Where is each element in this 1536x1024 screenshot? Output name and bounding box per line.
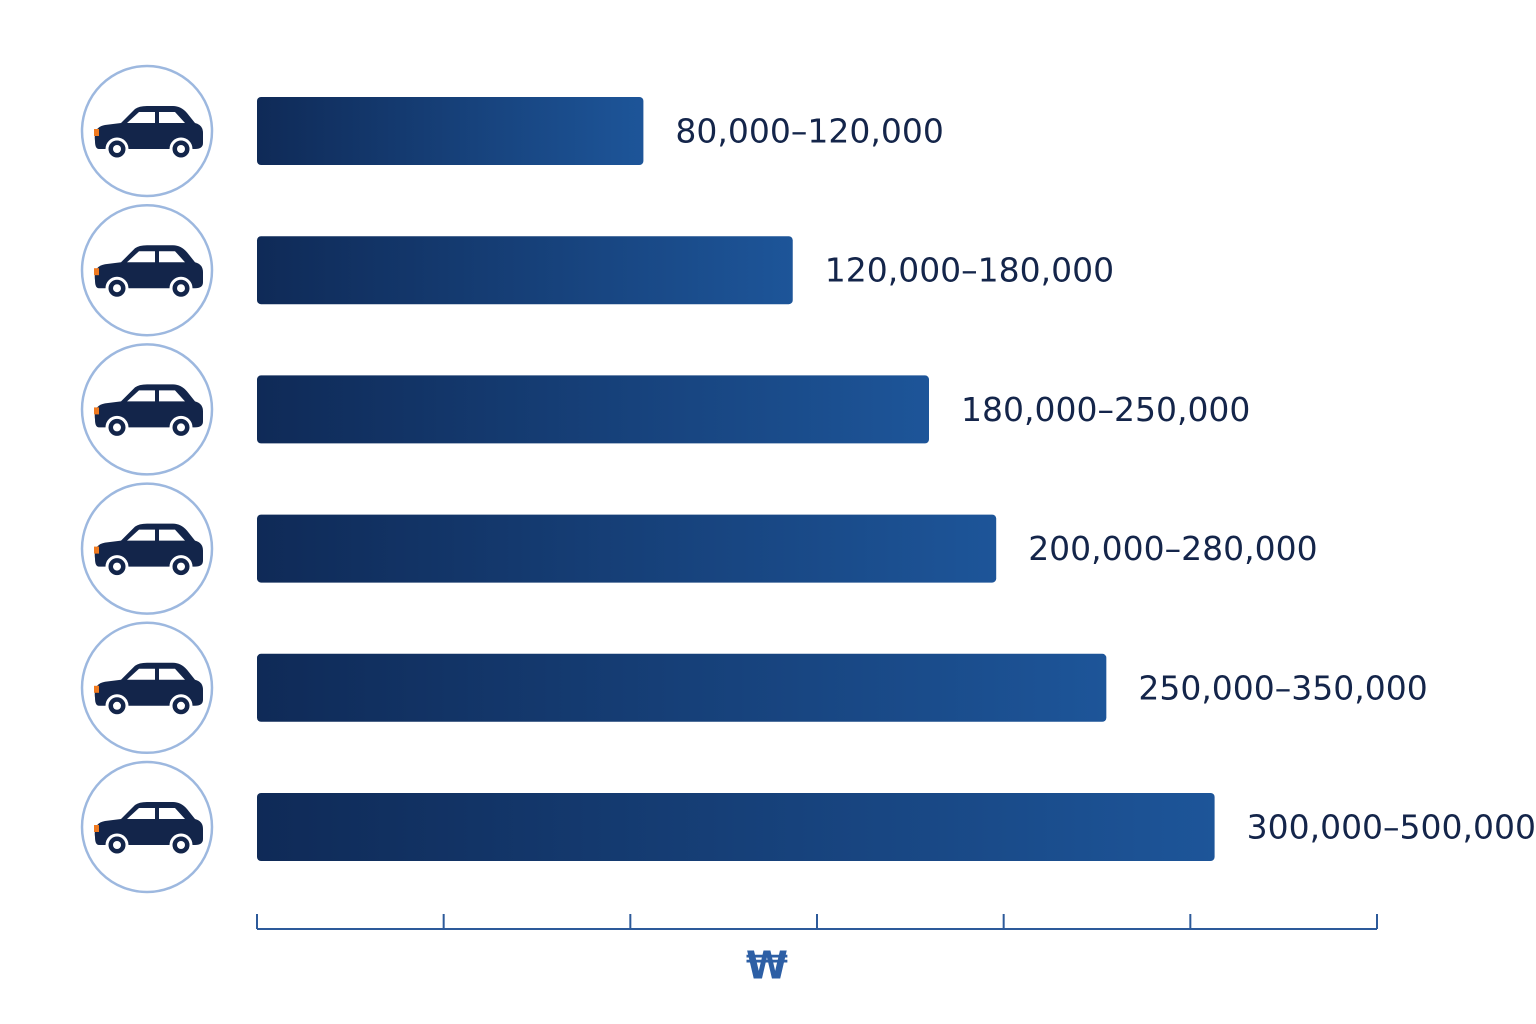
car-window: [127, 529, 185, 541]
hub: [113, 145, 121, 153]
hub: [113, 562, 121, 571]
car-window: [127, 390, 185, 402]
car-window: [127, 668, 185, 680]
car-icon: [94, 523, 203, 579]
bar-label: 180,000–250,000: [961, 390, 1250, 429]
hub: [177, 284, 185, 293]
bar-label: 120,000–180,000: [825, 251, 1114, 290]
bar-label: 200,000–280,000: [1028, 529, 1317, 568]
hub: [113, 423, 121, 432]
hub: [113, 701, 121, 710]
hub: [177, 145, 185, 153]
bar: [257, 375, 929, 444]
tail-light: [94, 825, 99, 832]
tail-light: [94, 129, 99, 136]
tail-light: [94, 546, 99, 554]
car-window: [127, 808, 185, 819]
car-window: [127, 112, 185, 123]
car-icon: [94, 106, 203, 161]
bar-label: 250,000–350,000: [1138, 668, 1427, 707]
car-icon: [94, 384, 203, 439]
bar: [257, 653, 1107, 722]
bar: [257, 514, 997, 583]
tail-light: [94, 407, 99, 415]
hub: [177, 423, 185, 432]
bar: [257, 793, 1215, 861]
car-window: [127, 251, 185, 263]
hub: [177, 562, 185, 571]
car-icon: [94, 802, 203, 857]
tail-light: [94, 268, 99, 276]
car-icon: [94, 245, 203, 300]
axis-label: ₩: [746, 944, 788, 988]
car-icon: [94, 662, 203, 718]
hub: [113, 284, 121, 293]
hub: [113, 841, 121, 849]
hub: [177, 701, 185, 710]
tail-light: [94, 685, 99, 693]
bar: [257, 236, 793, 305]
hub: [177, 841, 185, 849]
bar: [257, 97, 644, 165]
bar-label: 300,000–500,000+: [1247, 808, 1536, 847]
bar-label: 80,000–120,000: [675, 112, 943, 151]
